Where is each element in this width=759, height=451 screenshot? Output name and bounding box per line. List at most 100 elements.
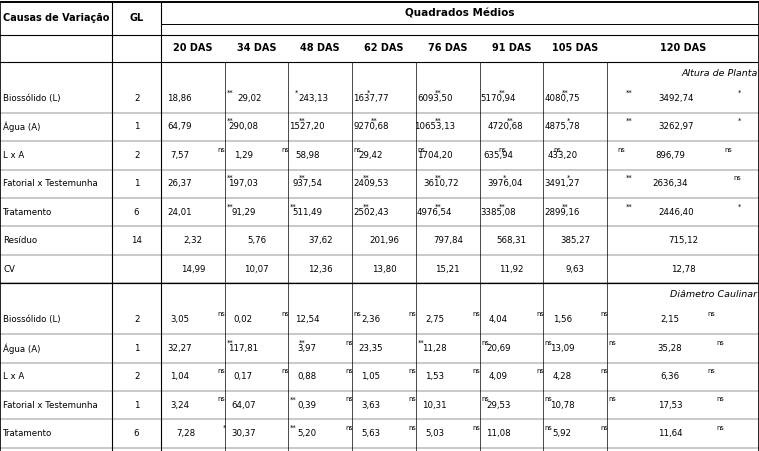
Text: 26,37: 26,37 [167,179,192,188]
Text: 14,99: 14,99 [181,265,205,273]
Text: 5,63: 5,63 [361,429,380,438]
Text: 2,75: 2,75 [425,316,444,324]
Text: ns: ns [545,396,553,402]
Text: ns: ns [218,396,225,402]
Text: 32,27: 32,27 [167,344,192,353]
Text: 11,64: 11,64 [657,429,682,438]
Text: 243,13: 243,13 [299,94,329,103]
Text: ns: ns [708,368,716,374]
Text: ns: ns [545,340,553,345]
Text: ns: ns [609,396,616,402]
Text: 91,29: 91,29 [231,208,256,216]
Text: 17,53: 17,53 [657,401,682,410]
Text: 12,54: 12,54 [294,316,320,324]
Text: 5,20: 5,20 [298,429,317,438]
Text: Água (A): Água (A) [3,343,40,354]
Text: 13,80: 13,80 [372,265,396,273]
Text: 2899,16: 2899,16 [544,208,580,216]
Text: Tratamento: Tratamento [3,208,52,216]
Text: 4,09: 4,09 [489,373,508,381]
Text: ns: ns [218,311,225,317]
Text: 2: 2 [134,316,140,324]
Text: 4,28: 4,28 [553,373,572,381]
Text: 29,42: 29,42 [359,151,383,160]
Text: ns: ns [409,311,417,317]
Text: ns: ns [409,396,417,402]
Text: 6: 6 [134,208,140,216]
Text: 3492,74: 3492,74 [659,94,694,103]
Text: **: ** [499,203,505,209]
Text: ns: ns [537,368,544,374]
Text: 62 DAS: 62 DAS [364,43,404,53]
Text: 5,03: 5,03 [425,429,444,438]
Text: 1: 1 [134,179,140,188]
Text: **: ** [499,90,505,96]
Text: 12,36: 12,36 [308,265,332,273]
Text: ns: ns [345,425,353,431]
Text: **: ** [626,203,633,209]
Text: *: * [738,118,742,124]
Text: **: ** [299,175,305,181]
Text: *: * [222,425,225,431]
Text: **: ** [417,340,424,345]
Text: 105 DAS: 105 DAS [553,43,598,53]
Text: 0,88: 0,88 [298,373,317,381]
Text: 10,07: 10,07 [244,265,269,273]
Text: 635,94: 635,94 [483,151,513,160]
Text: 0,02: 0,02 [234,316,253,324]
Text: ns: ns [600,311,608,317]
Text: ns: ns [481,340,489,345]
Text: Diâmetro Caulinar: Diâmetro Caulinar [670,290,757,299]
Text: 20,69: 20,69 [487,344,511,353]
Text: ns: ns [473,368,480,374]
Text: 58,98: 58,98 [295,151,320,160]
Text: 3,05: 3,05 [170,316,189,324]
Text: **: ** [299,340,305,345]
Text: 35,28: 35,28 [657,344,682,353]
Text: Fatorial x Testemunha: Fatorial x Testemunha [3,179,98,188]
Text: 34 DAS: 34 DAS [237,43,276,53]
Text: *: * [566,118,570,124]
Text: **: ** [299,118,305,124]
Text: 1,53: 1,53 [425,373,444,381]
Text: 201,96: 201,96 [369,236,399,245]
Text: 117,81: 117,81 [228,344,259,353]
Text: 2,32: 2,32 [183,236,203,245]
Text: 91 DAS: 91 DAS [492,43,531,53]
Text: 7,28: 7,28 [177,429,196,438]
Text: Biossólido (L): Biossólido (L) [3,94,61,103]
Text: 1,56: 1,56 [553,316,572,324]
Text: 4875,78: 4875,78 [544,123,580,131]
Text: 1527,20: 1527,20 [289,123,325,131]
Text: 120 DAS: 120 DAS [660,43,706,53]
Text: 2: 2 [134,373,140,381]
Text: 0,17: 0,17 [234,373,253,381]
Text: 896,79: 896,79 [655,151,685,160]
Text: ns: ns [553,147,561,152]
Text: ns: ns [481,396,489,402]
Text: 2502,43: 2502,43 [353,208,389,216]
Text: 37,62: 37,62 [308,236,332,245]
Text: 797,84: 797,84 [433,236,463,245]
Text: ns: ns [716,340,724,345]
Text: 20 DAS: 20 DAS [173,43,213,53]
Text: ns: ns [617,147,625,152]
Text: **: ** [363,175,369,181]
Text: 1,04: 1,04 [170,373,189,381]
Text: 197,03: 197,03 [228,179,258,188]
Text: 3,97: 3,97 [298,344,317,353]
Text: 18,86: 18,86 [167,94,192,103]
Text: 10,78: 10,78 [550,401,575,410]
Text: 290,08: 290,08 [228,123,258,131]
Text: 29,53: 29,53 [487,401,511,410]
Text: Biossólido (L): Biossólido (L) [3,316,61,324]
Text: ns: ns [600,368,608,374]
Text: **: ** [626,118,633,124]
Text: *: * [502,175,506,181]
Text: Fatorial x Testemunha: Fatorial x Testemunha [3,401,98,410]
Text: **: ** [290,396,297,402]
Text: 0,39: 0,39 [298,401,317,410]
Text: 2,15: 2,15 [660,316,679,324]
Text: 4720,68: 4720,68 [487,123,523,131]
Text: *: * [294,90,298,96]
